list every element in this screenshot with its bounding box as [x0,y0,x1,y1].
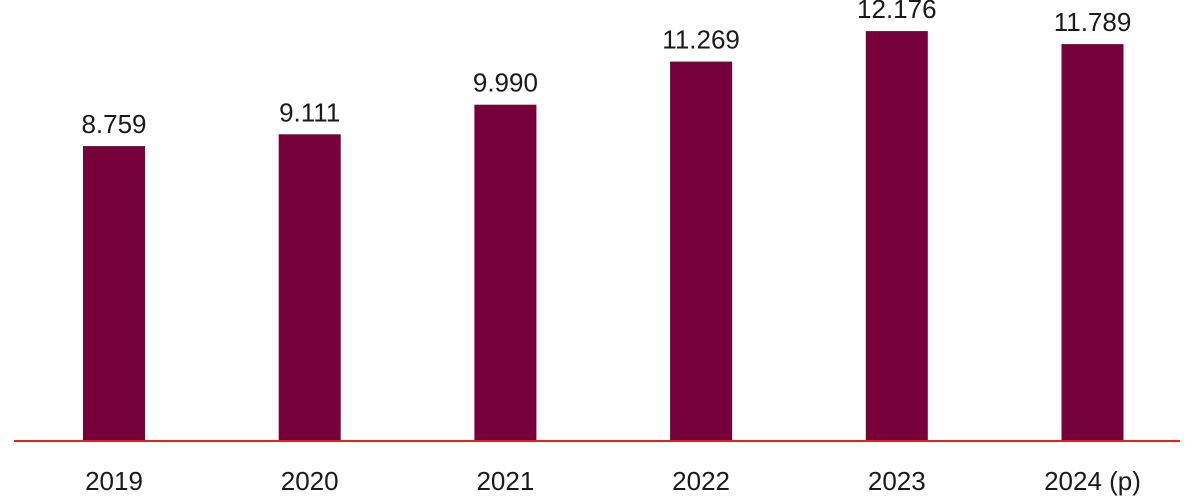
bar-2019 [83,146,145,441]
x-tick-label: 2023 [868,466,926,496]
x-tick-labels-group: 2019 2020 2021 2022 2023 2024 (p) [85,466,1141,496]
x-tick-label: 2021 [476,466,534,496]
x-tick-label: 2019 [85,466,143,496]
bars-group [83,31,1124,442]
bar-2020 [278,134,341,442]
bar-2021 [474,104,537,441]
value-label: 9.111 [279,97,340,127]
value-label: 8.759 [81,109,146,139]
value-label: 11.269 [662,25,740,55]
x-tick-label: 2024 (p) [1044,466,1141,496]
bar-2023 [865,31,928,441]
x-tick-label: 2020 [281,466,339,496]
value-labels-group: 8.759 9.111 9.990 11.269 12.176 11.789 [81,0,1131,139]
x-tick-label: 2022 [672,466,730,496]
bar-2022 [670,61,733,441]
value-label: 12.176 [857,0,937,24]
value-label: 11.789 [1054,7,1132,37]
bar-2024-p [1061,44,1124,441]
value-label: 9.990 [473,68,538,98]
